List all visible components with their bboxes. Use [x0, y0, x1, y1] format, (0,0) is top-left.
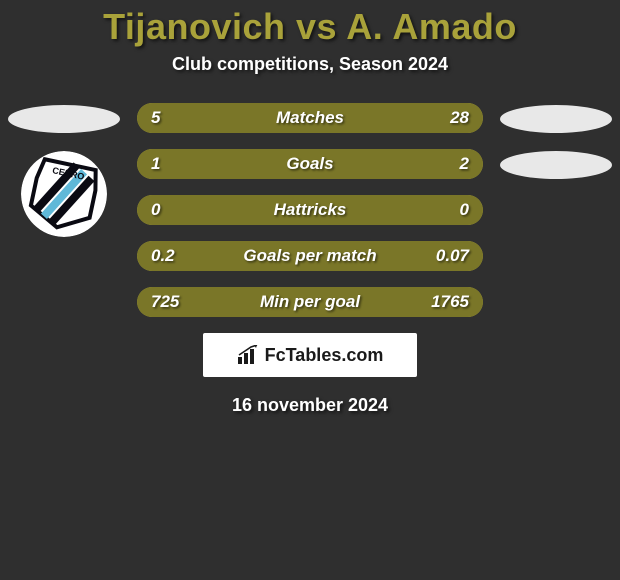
right-column: [496, 93, 616, 197]
footer-date: 16 november 2024: [0, 395, 620, 416]
stat-label: Min per goal: [137, 287, 483, 317]
content-area: CERRO 528Matches 12Goals 00Hattricks 0.20.0…: [0, 103, 620, 416]
player2-name: A. Amado: [346, 6, 517, 47]
stat-row: 0.20.07Goals per match: [137, 241, 483, 271]
club-badge-svg: CERRO: [21, 151, 107, 237]
stat-label: Goals per match: [137, 241, 483, 271]
stat-row: 12Goals: [137, 149, 483, 179]
stat-label: Hattricks: [137, 195, 483, 225]
left-column: CERRO: [4, 93, 124, 237]
stat-label: Matches: [137, 103, 483, 133]
page-title: Tijanovich vs A. Amado: [0, 0, 620, 48]
player2-avatar-placeholder: [500, 105, 612, 133]
branding-badge[interactable]: FcTables.com: [203, 333, 417, 377]
stat-label: Goals: [137, 149, 483, 179]
stat-row: 00Hattricks: [137, 195, 483, 225]
player1-club-badge: CERRO: [21, 151, 107, 237]
player2-club-placeholder: [500, 151, 612, 179]
branding-text: FcTables.com: [265, 345, 384, 366]
stat-row: 528Matches: [137, 103, 483, 133]
player1-avatar-placeholder: [8, 105, 120, 133]
subtitle: Club competitions, Season 2024: [0, 54, 620, 75]
chart-icon: [237, 345, 259, 365]
vs-text: vs: [296, 6, 337, 47]
player1-name: Tijanovich: [103, 6, 285, 47]
comparison-card: Tijanovich vs A. Amado Club competitions…: [0, 0, 620, 580]
stat-row: 7251765Min per goal: [137, 287, 483, 317]
stat-bars: 528Matches 12Goals 00Hattricks 0.20.07Goals…: [137, 103, 483, 317]
